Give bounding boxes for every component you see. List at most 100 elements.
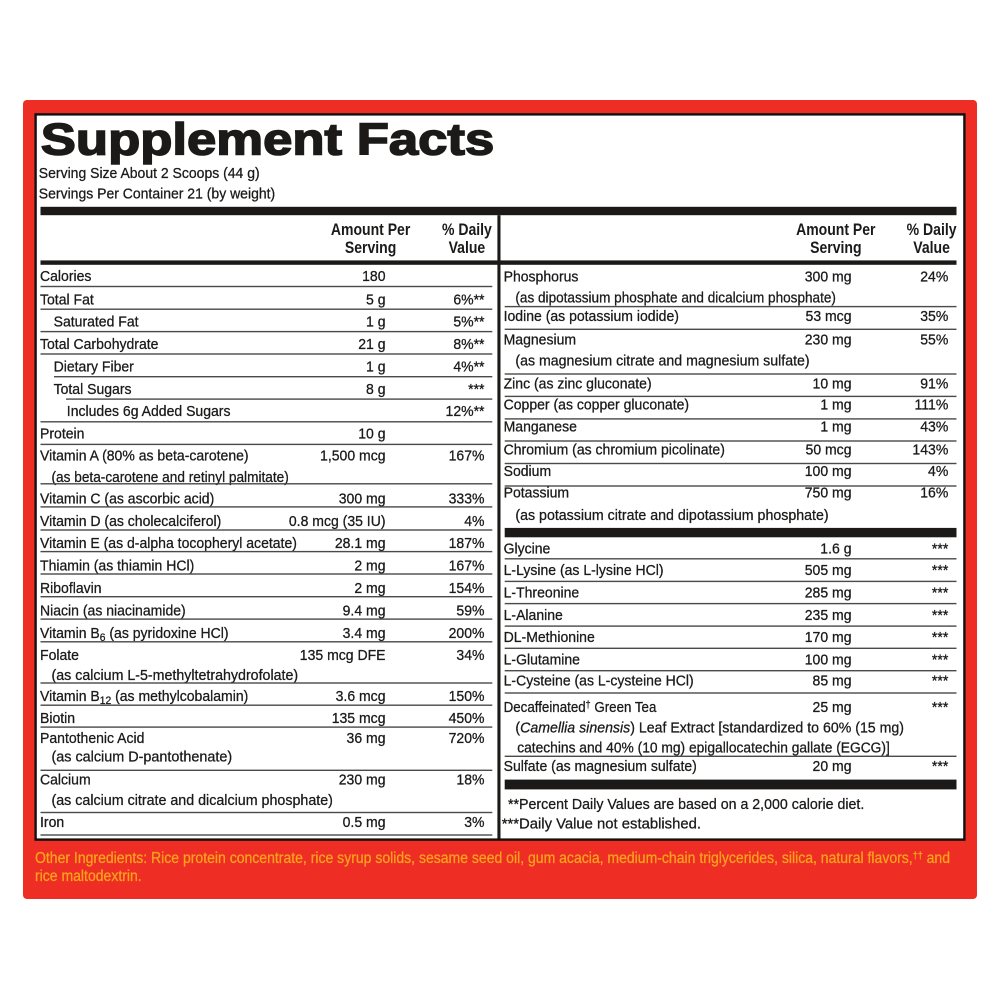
svg-text:Dietary Fiber: Dietary Fiber xyxy=(54,359,134,376)
svg-text:285 mg: 285 mg xyxy=(805,585,852,602)
svg-text:Protein: Protein xyxy=(40,426,84,443)
svg-text:Serving: Serving xyxy=(810,239,861,257)
svg-text:Pantothenic Acid: Pantothenic Acid xyxy=(40,731,144,748)
svg-text:28.1 mg: 28.1 mg xyxy=(335,536,386,553)
svg-text:43%: 43% xyxy=(920,419,948,436)
svg-text:20 mg: 20 mg xyxy=(813,758,852,775)
svg-text:4%: 4% xyxy=(928,463,948,480)
svg-text:35%: 35% xyxy=(920,309,948,326)
svg-text:Magnesium: Magnesium xyxy=(504,332,576,349)
svg-text:1.6 g: 1.6 g xyxy=(820,541,851,558)
svg-text:25 mg: 25 mg xyxy=(813,700,852,717)
svg-text:(as calcium citrate and dicalc: (as calcium citrate and dicalcium phosph… xyxy=(52,793,333,809)
svg-text:***: *** xyxy=(932,673,949,690)
svg-text:(as dipotassium phosphate and: (as dipotassium phosphate and dicalcium … xyxy=(515,290,836,307)
svg-text:154%: 154% xyxy=(449,581,485,598)
svg-text:333%: 333% xyxy=(449,491,485,508)
svg-text:Sodium: Sodium xyxy=(504,463,552,480)
svg-text:3.6 mcg: 3.6 mcg xyxy=(336,689,386,706)
svg-text:Vitamin B6 (as pyridoxine HCl): Vitamin B6 (as pyridoxine HCl) xyxy=(40,626,229,644)
svg-text:Other Ingredients: Rice protei: Other Ingredients: Rice protein concentr… xyxy=(35,850,950,867)
svg-text:Thiamin (as thiamin HCl): Thiamin (as thiamin HCl) xyxy=(40,558,194,575)
svg-text:Folate: Folate xyxy=(40,647,79,664)
svg-text:167%: 167% xyxy=(449,448,485,465)
svg-text:Serving Size About 2 Scoops (4: Serving Size About 2 Scoops (44 g) xyxy=(39,166,260,183)
svg-text:170 mg: 170 mg xyxy=(805,630,852,647)
svg-text:Serving: Serving xyxy=(345,239,396,257)
svg-text:Vitamin C (as ascorbic acid): Vitamin C (as ascorbic acid) xyxy=(40,491,214,508)
svg-text:Total Fat: Total Fat xyxy=(40,292,94,309)
svg-text:Total Sugars: Total Sugars xyxy=(54,381,132,398)
svg-text:% Daily: % Daily xyxy=(442,221,492,239)
svg-text:4%**: 4%** xyxy=(453,359,485,376)
svg-text:L-Threonine: L-Threonine xyxy=(504,585,580,602)
svg-text:1,500 mcg: 1,500 mcg xyxy=(320,448,385,465)
svg-text:Total Carbohydrate: Total Carbohydrate xyxy=(40,337,158,354)
svg-text:% Daily: % Daily xyxy=(907,221,957,239)
svg-text:5 g: 5 g xyxy=(366,292,385,309)
svg-text:Iodine (as potassium iodide): Iodine (as potassium iodide) xyxy=(504,309,679,326)
svg-text:230 mg: 230 mg xyxy=(805,332,852,349)
svg-text:(as potassium citrate and dipo: (as potassium citrate and dipotassium ph… xyxy=(515,508,828,524)
svg-text:111%: 111% xyxy=(915,397,949,414)
svg-text:***: *** xyxy=(932,563,949,580)
svg-text:***: *** xyxy=(932,541,949,558)
svg-text:***: *** xyxy=(932,585,949,602)
svg-text:Chromium (as chromium picolina: Chromium (as chromium picolinate) xyxy=(504,442,725,459)
svg-text:143%: 143% xyxy=(912,442,948,459)
svg-text:L-Cysteine (as L-cysteine HCl): L-Cysteine (as L-cysteine HCl) xyxy=(504,673,694,690)
svg-text:Calcium: Calcium xyxy=(40,772,91,789)
svg-text:Servings Per Container 21 (by: Servings Per Container 21 (by weight) xyxy=(39,186,275,203)
svg-text:**Percent Daily Values are bas: **Percent Daily Values are based on a 2,… xyxy=(508,797,864,813)
svg-text:8%**: 8%** xyxy=(453,337,485,354)
svg-text:1 mg: 1 mg xyxy=(820,397,851,414)
svg-text:4%: 4% xyxy=(464,513,484,530)
svg-text:L-Glutamine: L-Glutamine xyxy=(504,652,580,669)
svg-text:Glycine: Glycine xyxy=(504,541,551,558)
svg-text:10 mg: 10 mg xyxy=(813,376,852,393)
svg-text:53 mcg: 53 mcg xyxy=(806,309,852,326)
svg-text:2 mg: 2 mg xyxy=(354,558,385,575)
svg-text:catechins and 40% (10 mg) epig: catechins and 40% (10 mg) epigallocatech… xyxy=(517,740,890,757)
svg-text:Calories: Calories xyxy=(40,269,91,286)
svg-text:(as calcium D-pantothenate): (as calcium D-pantothenate) xyxy=(52,749,233,765)
svg-text:6%**: 6%** xyxy=(453,292,485,309)
svg-text:***: *** xyxy=(468,381,485,398)
svg-text:***: *** xyxy=(932,758,949,775)
svg-text:150%: 150% xyxy=(449,689,485,706)
svg-text:24%: 24% xyxy=(920,269,948,286)
svg-text:0.8 mcg (35 IU): 0.8 mcg (35 IU) xyxy=(289,513,386,530)
svg-text:***: *** xyxy=(932,608,949,625)
svg-text:50 mcg: 50 mcg xyxy=(806,442,852,459)
svg-text:1 mg: 1 mg xyxy=(820,419,851,436)
svg-text:L-Alanine: L-Alanine xyxy=(504,608,563,625)
svg-text:Iron: Iron xyxy=(40,814,64,831)
svg-text:450%: 450% xyxy=(449,711,485,728)
svg-text:135 mcg DFE: 135 mcg DFE xyxy=(300,647,386,664)
svg-text:Supplement Facts: Supplement Facts xyxy=(41,115,494,164)
svg-text:rice maltodextrin.: rice maltodextrin. xyxy=(35,868,142,885)
svg-text:Potassium: Potassium xyxy=(504,485,569,502)
svg-text:Niacin (as niacinamide): Niacin (as niacinamide) xyxy=(40,603,186,620)
svg-text:Sulfate (as magnesium sulfate): Sulfate (as magnesium sulfate) xyxy=(504,758,697,775)
svg-text:Value: Value xyxy=(913,239,950,257)
svg-text:300 mg: 300 mg xyxy=(805,269,852,286)
svg-text:720%: 720% xyxy=(449,731,485,748)
svg-text:100 mg: 100 mg xyxy=(805,463,852,480)
svg-text:DL-Methionine: DL-Methionine xyxy=(504,630,595,647)
svg-text:16%: 16% xyxy=(920,485,948,502)
svg-text:***: *** xyxy=(932,630,949,647)
svg-text:(as magnesium citrate and magn: (as magnesium citrate and magnesium sulf… xyxy=(515,353,809,369)
svg-text:1 g: 1 g xyxy=(366,359,385,376)
svg-text:Vitamin B12 (as methylcobalami: Vitamin B12 (as methylcobalamin) xyxy=(40,689,248,707)
svg-text:Copper (as copper gluconate): Copper (as copper gluconate) xyxy=(504,397,689,414)
svg-text:(as calcium L-5-methyltetrahyd: (as calcium L-5-methyltetrahydrofolate) xyxy=(52,667,299,683)
svg-text:55%: 55% xyxy=(920,332,948,349)
svg-text:5%**: 5%** xyxy=(453,314,485,331)
svg-text:85 mg: 85 mg xyxy=(813,673,852,690)
svg-text:Decaffeinated† Green Tea: Decaffeinated† Green Tea xyxy=(504,700,657,717)
svg-text:230 mg: 230 mg xyxy=(339,772,386,789)
svg-text:135 mcg: 135 mcg xyxy=(332,711,386,728)
svg-text:18%: 18% xyxy=(456,772,484,789)
svg-text:0.5 mg: 0.5 mg xyxy=(343,814,386,831)
